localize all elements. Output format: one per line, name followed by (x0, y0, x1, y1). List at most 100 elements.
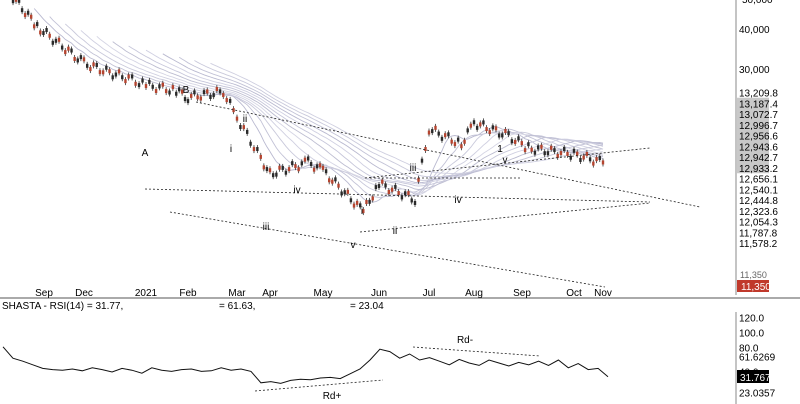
candle-body-95 (312, 167, 316, 172)
candle-body-97 (318, 163, 322, 168)
candle-body-40 (134, 81, 137, 86)
price-axis: 50,000 40,000 30,000 13,209.813,187.413,072… (737, 0, 778, 293)
wave-label-7: i (361, 206, 363, 217)
candle-body-69 (228, 98, 232, 103)
trend-line-2 (169, 211, 606, 288)
x-tick-label-7: Jun (371, 288, 387, 299)
x-tick-label-4: Mar (228, 288, 246, 299)
candle-body-171 (556, 153, 559, 158)
candle-body-115 (374, 185, 378, 190)
candle-body-175 (569, 155, 572, 160)
wave-label-0: A (142, 148, 149, 159)
x-tick-label-11: Oct (566, 288, 582, 299)
candle-body-94 (309, 162, 313, 167)
candle-body-152 (494, 126, 498, 131)
candle-body-161 (523, 148, 527, 153)
candle-body-91 (300, 161, 303, 166)
candle-body-15 (54, 38, 58, 43)
y-tick-highlight-5 (737, 140, 769, 152)
candle-body-29 (98, 70, 102, 75)
candle-body-167 (543, 151, 546, 156)
rsi-header-value-2: = 23.04 (350, 301, 384, 312)
candle-body-170 (553, 148, 556, 153)
candle-body-122 (397, 191, 400, 196)
candle-body-99 (324, 169, 328, 174)
x-tick-label-10: Sep (513, 288, 531, 299)
moving-average-line-11 (210, 62, 604, 174)
y-tick-label-lower-10: 12,444.8 (739, 196, 778, 207)
candle-body-18 (64, 50, 67, 55)
candle-body-143 (466, 128, 469, 133)
rsi-y-tick-1: 100.0 (739, 329, 764, 340)
candle-body-47 (158, 84, 161, 89)
wave-label-6: v (351, 240, 356, 251)
candle-body-111 (362, 209, 365, 214)
candle-body-157 (510, 139, 514, 144)
candle-body-117 (381, 179, 384, 184)
rsi-y-tick-3: 61.6269 (739, 353, 776, 364)
candle-body-66 (218, 89, 222, 94)
candle-body-88 (291, 161, 294, 166)
x-tick-label-3: Feb (179, 288, 197, 299)
candle-body-176 (572, 148, 576, 153)
candle-body-145 (472, 120, 476, 125)
candle-body-142 (463, 139, 466, 144)
candle-body-30 (101, 70, 105, 75)
candle-body-172 (559, 151, 563, 156)
candle-body-150 (488, 130, 491, 135)
wave-label-5: iv (293, 185, 300, 196)
moving-average-line-3 (80, 30, 604, 197)
trend-line-0 (195, 101, 701, 208)
candle-body-163 (530, 147, 533, 152)
candle-body-5 (23, 13, 27, 18)
candle-body-55 (183, 97, 187, 102)
candle-body-132 (431, 129, 434, 134)
candle-body-136 (444, 133, 447, 138)
candle-body-110 (359, 203, 362, 208)
moving-average-line-1 (49, 16, 604, 198)
candle-body-60 (199, 96, 203, 101)
candle-body-3 (17, 0, 21, 3)
x-tick-label-12: Nov (594, 288, 612, 299)
x-tick-label-1: Dec (75, 288, 93, 299)
candle-body-65 (215, 87, 219, 92)
candle-body-8 (32, 24, 36, 29)
wave-label-12: v (503, 155, 508, 166)
candle-body-54 (180, 89, 184, 94)
candle-body-128 (417, 177, 420, 182)
last-price-label: 11,350 (741, 282, 771, 293)
candle-body-7 (29, 14, 33, 19)
y-tick-label-partial: 50,000 (742, 0, 773, 6)
candle-body-102 (334, 177, 337, 182)
candle-body-116 (377, 184, 381, 189)
candle-body-138 (450, 139, 453, 144)
candle-body-2 (14, 0, 18, 2)
candle-body-67 (222, 93, 225, 98)
trend-line-3 (359, 202, 651, 233)
candle-body-25 (85, 63, 89, 68)
moving-average-line-4 (96, 35, 604, 194)
y-tick-highlight-2 (737, 108, 769, 120)
candle-body-11 (42, 31, 45, 36)
candle-body-21 (73, 56, 76, 61)
wave-label-2: i (230, 144, 232, 155)
candle-body-123 (400, 195, 404, 200)
candle-body-162 (527, 142, 530, 147)
candle-body-151 (491, 125, 495, 130)
rsi-title: SHASTA - RSI(14) = 31.77, (2, 301, 124, 312)
candle-body-124 (403, 191, 407, 196)
candle-body-86 (284, 170, 288, 175)
candle-body-153 (497, 133, 501, 138)
candle-body-129 (420, 158, 424, 163)
candle-body-9 (36, 22, 39, 27)
rsi-y-tick-5: 23.0357 (739, 389, 776, 400)
candle-body-72 (239, 125, 242, 130)
y-tick-label-lower-13: 11,787.8 (739, 228, 778, 239)
candle-body-61 (202, 90, 206, 95)
candle-body-87 (287, 167, 291, 172)
candle-body-14 (51, 40, 54, 45)
wave-label-9: iii (410, 163, 417, 174)
candle-body-105 (343, 190, 346, 195)
candle-body-159 (517, 136, 520, 141)
y-tick-highlight-3 (737, 119, 769, 131)
